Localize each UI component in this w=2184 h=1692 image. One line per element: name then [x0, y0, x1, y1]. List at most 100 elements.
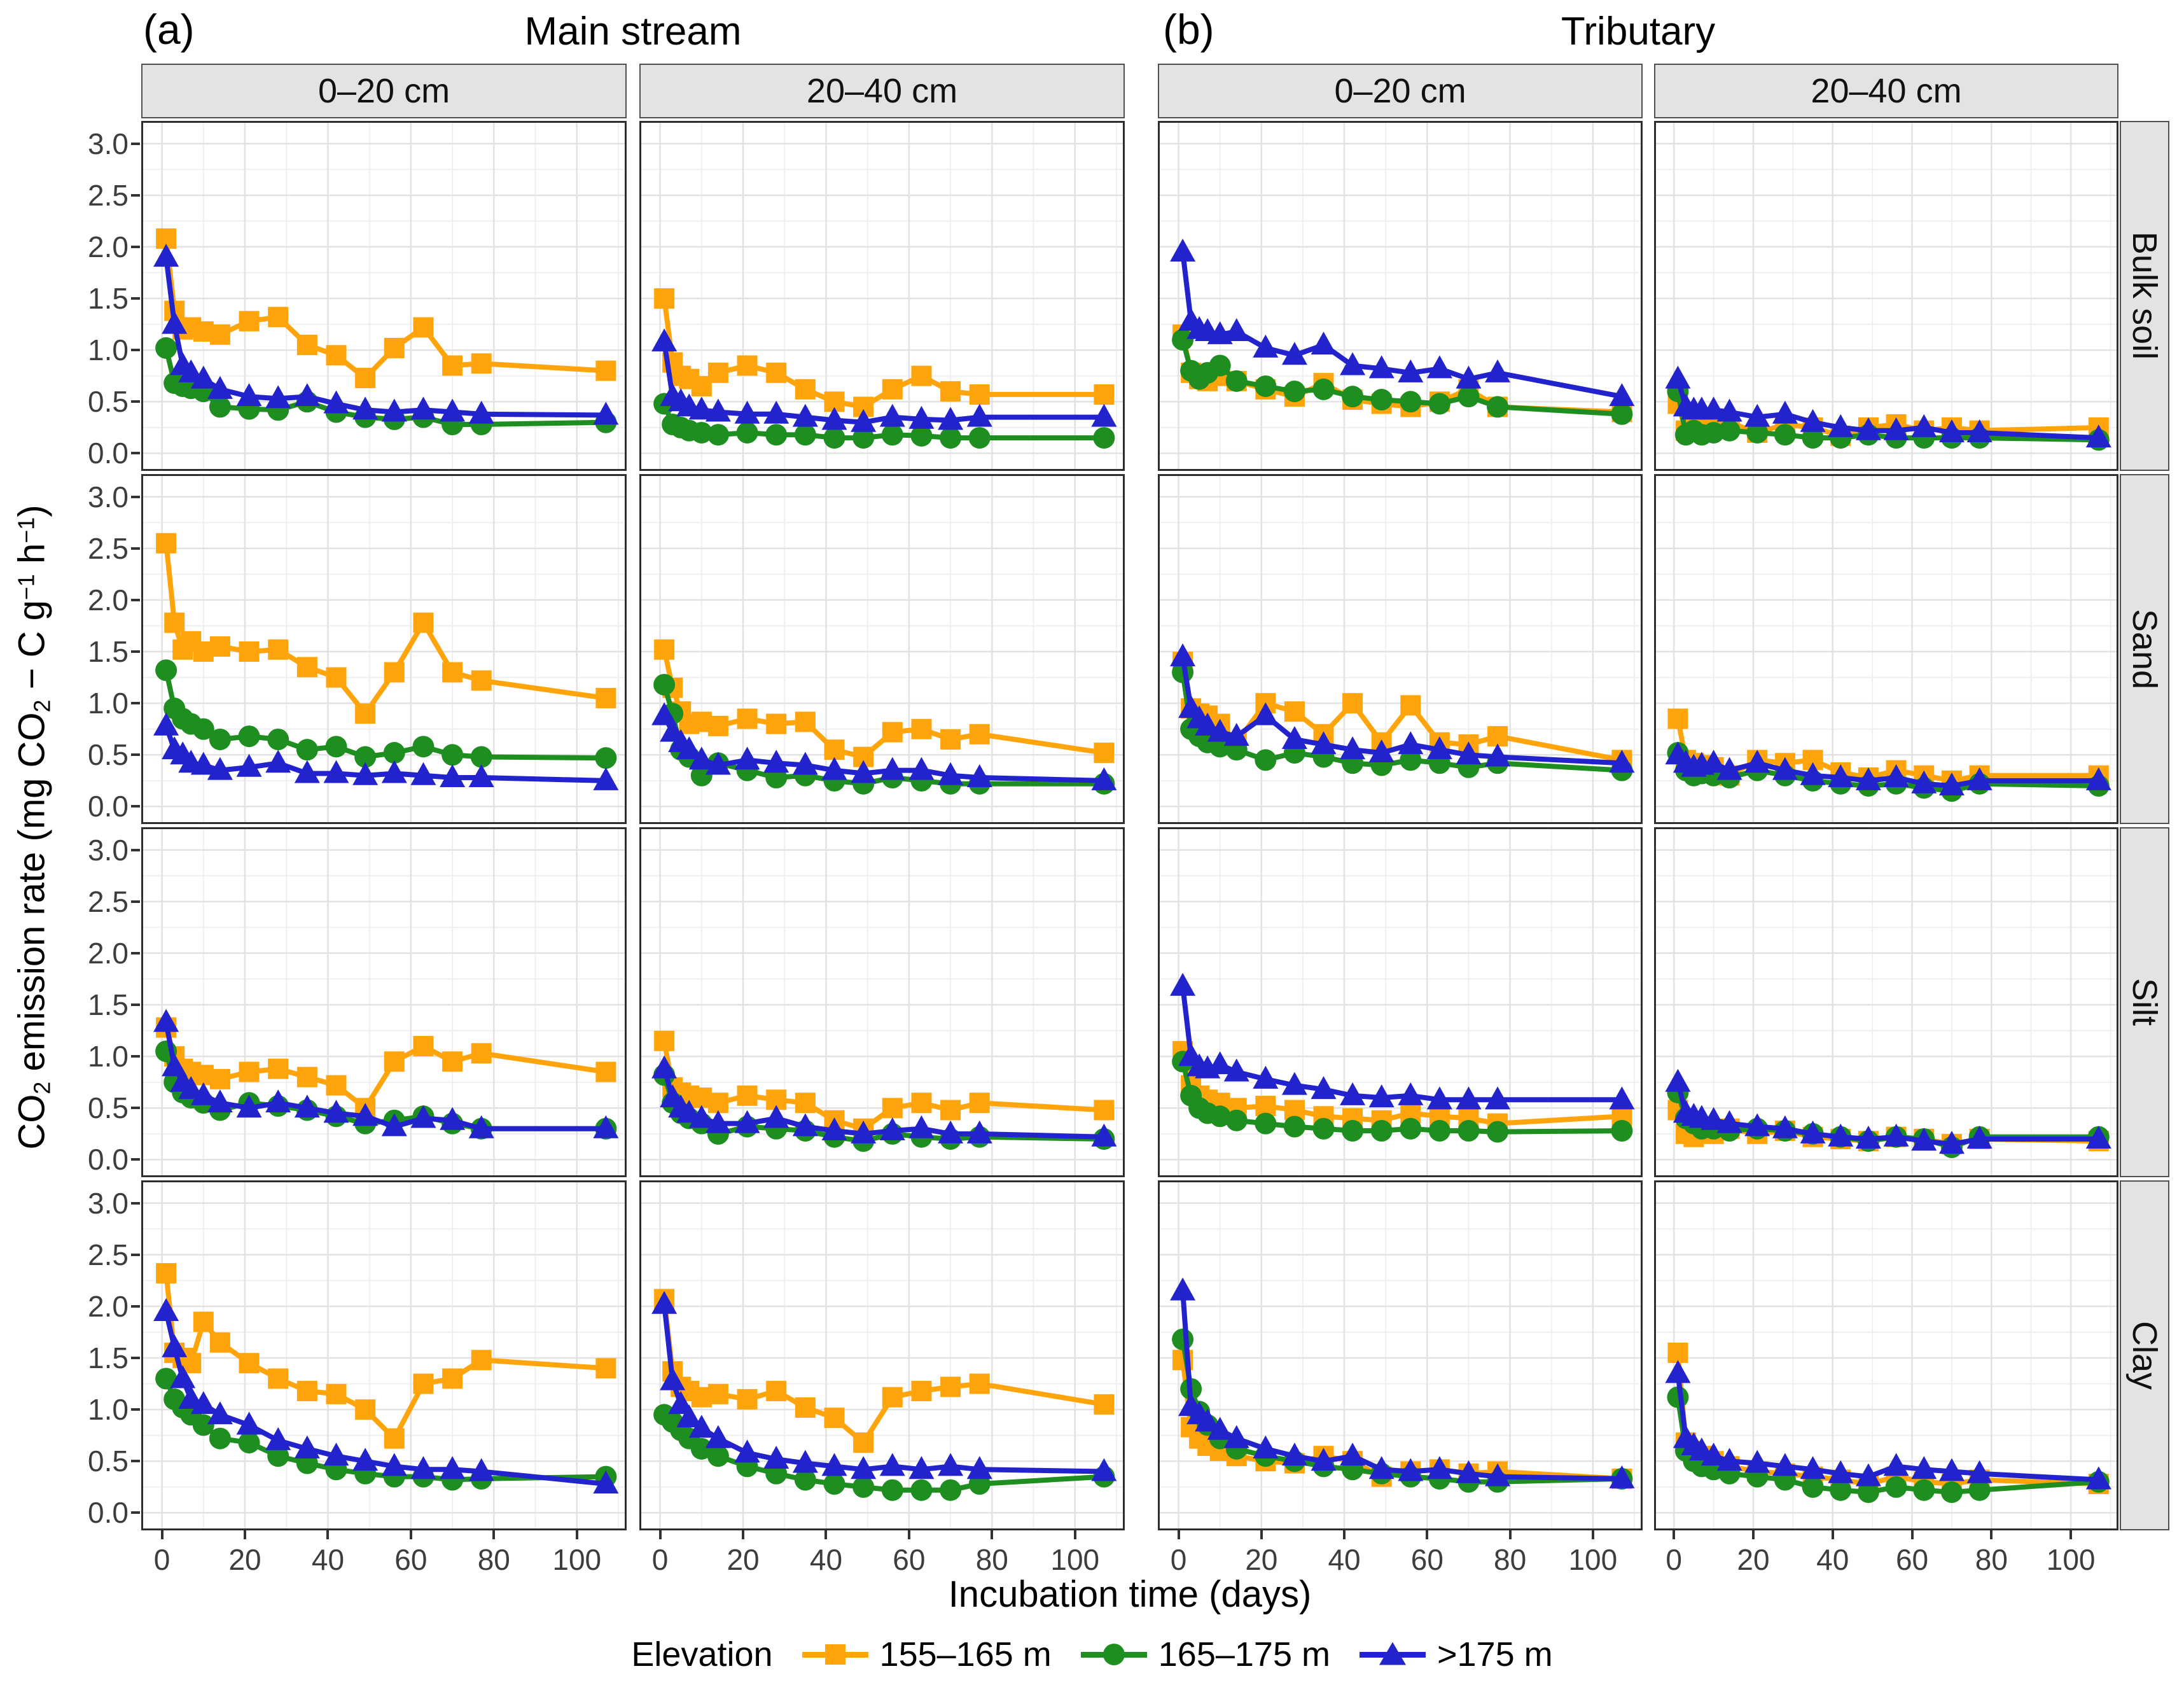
y-tick-label: 0.5 — [88, 1091, 129, 1125]
y-tick-label: 0.5 — [88, 738, 129, 772]
series-2 — [153, 1009, 619, 1138]
y-tick-mark — [131, 142, 140, 145]
legend-item-2: >175 m — [1359, 1635, 1553, 1674]
x-tick-label: 20 — [1737, 1543, 1770, 1576]
y-tick-label: 1.5 — [88, 1341, 129, 1375]
y-tick-label: 2.5 — [88, 884, 129, 918]
x-tick-mark — [742, 1530, 745, 1539]
y-axis-title: CO2 emission rate (mg CO2 − C g−1 h−1) — [11, 505, 55, 1150]
panel-trib-0-20-silt — [1158, 827, 1643, 1177]
x-tick-mark — [492, 1530, 496, 1539]
y-tick-label: 0.0 — [88, 437, 129, 470]
x-tick-label: 100 — [1050, 1543, 1100, 1576]
x-tick-mark — [1673, 1530, 1676, 1539]
series-2 — [651, 328, 1117, 432]
x-tick-label: 100 — [552, 1543, 602, 1576]
y-tick-label: 0.5 — [88, 385, 129, 419]
x-tick-label: 80 — [1975, 1543, 2008, 1576]
facet-row-strip: Sand — [2120, 474, 2169, 824]
x-tick-mark — [658, 1530, 662, 1539]
panel-tag-a: (a) — [143, 6, 195, 53]
facet-col-strip: 20–40 cm — [639, 64, 1125, 118]
panel-tag-b: (b) — [1163, 6, 1214, 53]
x-tick-mark — [1260, 1530, 1263, 1539]
y-tick-mark — [131, 1253, 140, 1256]
x-tick-label: 40 — [311, 1543, 345, 1576]
x-tick-label: 0 — [1170, 1543, 1187, 1576]
y-tick-label: 1.0 — [88, 1040, 129, 1073]
x-tick-label: 20 — [1245, 1543, 1278, 1576]
series-2 — [1665, 1068, 2111, 1154]
legend-title: Elevation — [631, 1635, 773, 1674]
y-tick-label: 2.5 — [88, 178, 129, 212]
x-tick-label: 80 — [477, 1543, 510, 1576]
series-2 — [1665, 1360, 2111, 1490]
y-tick-label: 3.0 — [88, 1186, 129, 1220]
facet-row-strip: Clay — [2120, 1180, 2169, 1530]
panel-main-20-40-clay — [639, 1180, 1125, 1530]
series-2 — [1665, 365, 2111, 448]
y-tick-label: 0.5 — [88, 1444, 129, 1478]
y-tick-mark — [131, 848, 140, 851]
x-tick-mark — [824, 1530, 828, 1539]
y-tick-mark — [131, 753, 140, 757]
legend-square-key-icon — [802, 1640, 868, 1668]
facet-row-strip: Bulk soil — [2120, 121, 2169, 471]
x-tick-mark — [1177, 1530, 1180, 1539]
x-tick-label: 80 — [975, 1543, 1008, 1576]
y-tick-label: 2.0 — [88, 1289, 129, 1323]
y-tick-mark — [131, 805, 140, 808]
x-tick-mark — [409, 1530, 412, 1539]
x-tick-mark — [1073, 1530, 1076, 1539]
x-axis-title: Incubation time (days) — [948, 1574, 1312, 1615]
series-0 — [156, 1263, 616, 1449]
series-0 — [156, 228, 616, 388]
panel-main-0-20-bulk-soil — [141, 121, 627, 471]
y-tick-mark — [131, 1511, 140, 1514]
x-tick-label: 80 — [1493, 1543, 1527, 1576]
y-tick-mark — [131, 1107, 140, 1110]
panel-main-20-40-silt — [639, 827, 1125, 1177]
x-tick-label: 20 — [228, 1543, 261, 1576]
y-tick-label: 0.0 — [88, 1496, 129, 1530]
y-tick-label: 3.0 — [88, 833, 129, 867]
series-2 — [1170, 643, 1635, 773]
legend-item-label: 165–175 m — [1158, 1635, 1330, 1674]
series-2 — [153, 712, 619, 790]
panel-trib-20-40-clay — [1654, 1180, 2118, 1530]
y-tick-mark — [131, 1003, 140, 1007]
y-tick-mark — [131, 193, 140, 197]
y-tick-label: 3.0 — [88, 480, 129, 514]
y-tick-mark — [131, 650, 140, 654]
legend: Elevation 155–165 m 165–175 m >175 m — [0, 1621, 2184, 1688]
y-tick-mark — [131, 245, 140, 248]
x-tick-label: 40 — [1328, 1543, 1361, 1576]
series-0 — [654, 639, 1115, 767]
y-tick-mark — [131, 1201, 140, 1205]
series-1 — [155, 659, 617, 769]
y-tick-label: 2.0 — [88, 230, 129, 263]
y-tick-mark — [131, 1408, 140, 1411]
series-2 — [153, 1298, 619, 1493]
x-tick-label: 40 — [809, 1543, 843, 1576]
panel-trib-20-40-sand — [1654, 474, 2118, 824]
y-tick-mark — [131, 900, 140, 903]
panel-main-0-20-clay — [141, 1180, 627, 1530]
facet-col-strip: 20–40 cm — [1654, 64, 2118, 118]
x-tick-mark — [1508, 1530, 1512, 1539]
group-title-main-stream: Main stream — [524, 10, 742, 53]
panel-trib-0-20-clay — [1158, 1180, 1643, 1530]
x-tick-mark — [991, 1530, 994, 1539]
y-tick-label: 0.0 — [88, 1143, 129, 1177]
x-tick-mark — [1990, 1530, 1993, 1539]
x-tick-label: 0 — [1666, 1543, 1682, 1576]
panel-trib-0-20-sand — [1158, 474, 1643, 824]
series-2 — [153, 244, 619, 425]
x-tick-label: 60 — [1895, 1543, 1929, 1576]
y-tick-mark — [131, 297, 140, 300]
series-2 — [1665, 741, 2111, 795]
facet-col-strip: 0–20 cm — [141, 64, 627, 118]
y-tick-label: 3.0 — [88, 127, 129, 160]
panel-trib-20-40-bulk-soil — [1654, 121, 2118, 471]
group-title-tributary: Tributary — [1561, 10, 1716, 53]
